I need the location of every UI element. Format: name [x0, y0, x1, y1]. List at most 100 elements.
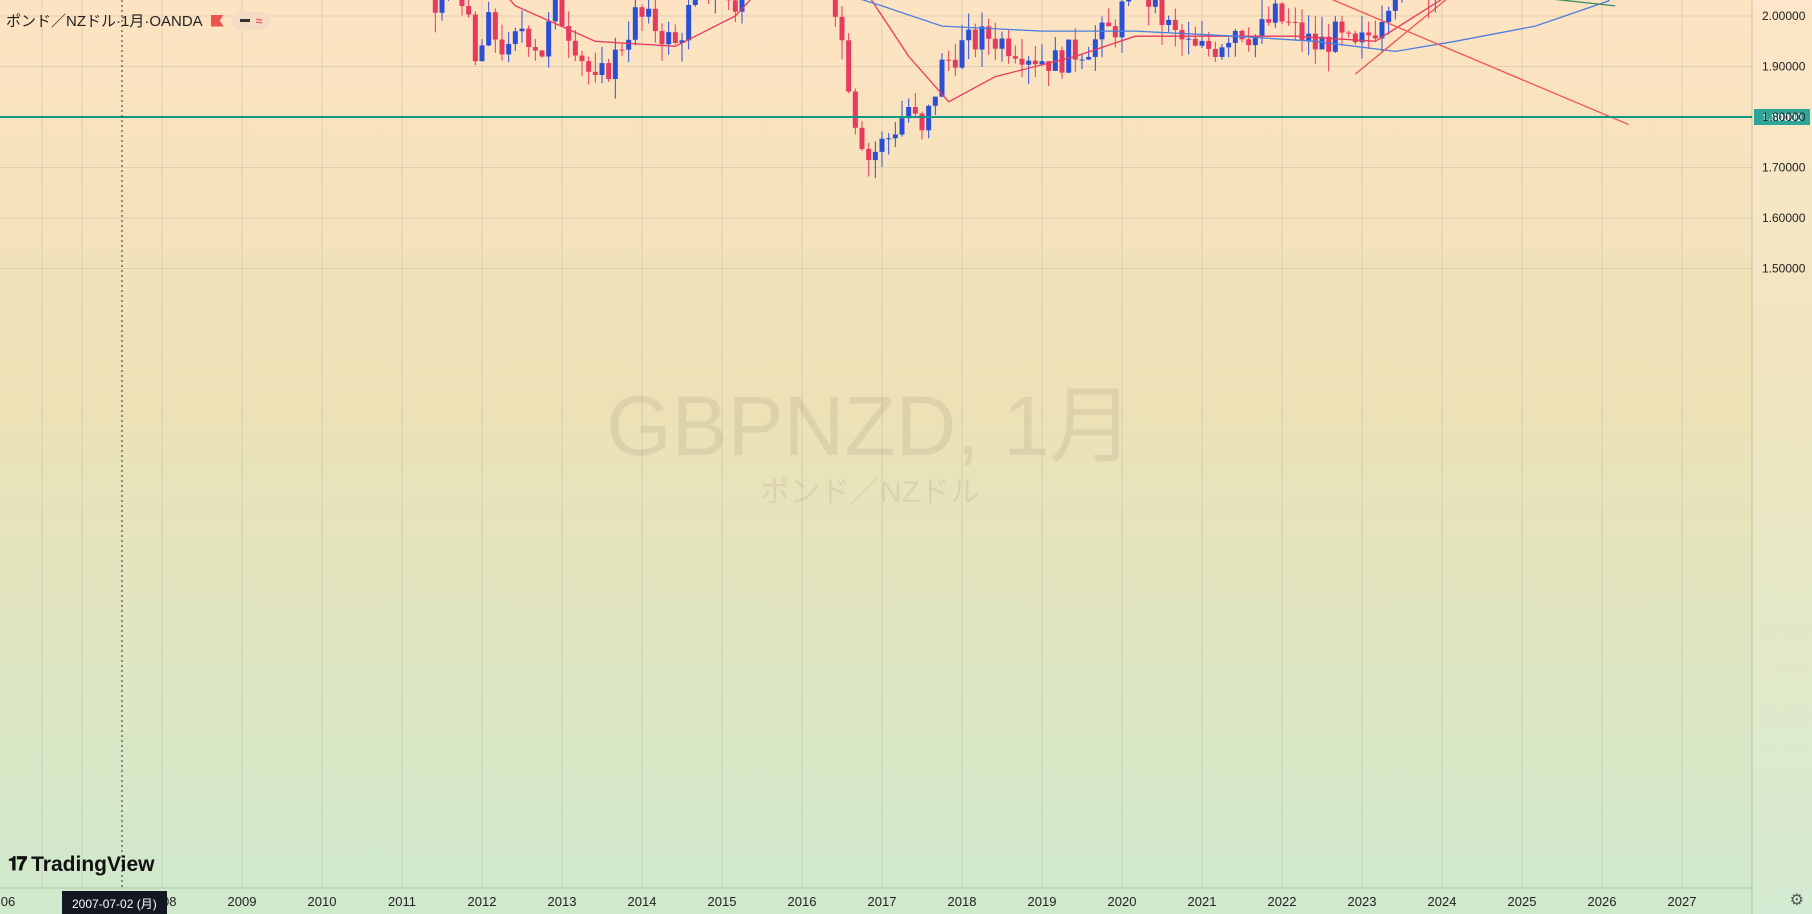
watermark-description: ポンド／NZドル — [760, 476, 980, 509]
candle-body — [486, 12, 492, 46]
candle-body — [526, 28, 532, 48]
candle-body — [432, 0, 438, 13]
x-tick-label: 2009 — [228, 894, 257, 909]
candle-body — [1086, 56, 1092, 60]
candle-body — [612, 49, 618, 80]
candle-body — [886, 138, 892, 140]
candle-body — [1366, 32, 1372, 36]
candle-body — [592, 71, 598, 75]
candle-body — [919, 113, 925, 131]
candle-body — [639, 7, 645, 17]
candle-body — [539, 50, 545, 57]
candle-body — [586, 61, 592, 72]
candle-body — [572, 40, 578, 56]
indicator-toggle[interactable]: ≈ — [231, 11, 271, 30]
candle-body — [739, 0, 745, 12]
x-tick-label: 2012 — [468, 894, 497, 909]
candle-body — [1272, 3, 1278, 23]
candle-body — [512, 31, 518, 45]
x-tick-label: 2020 — [1108, 894, 1137, 909]
x-tick-label: 2022 — [1268, 894, 1297, 909]
minus-icon — [239, 19, 250, 22]
candle-body — [1372, 35, 1378, 39]
y-tick-label: 1.50000 — [1762, 262, 1806, 276]
wave-icon: ≈ — [255, 13, 263, 28]
candle-body — [992, 38, 998, 49]
candle-body — [1119, 1, 1125, 38]
candle-body — [632, 7, 638, 40]
x-tick-label: 2026 — [1588, 894, 1617, 909]
candle-body — [939, 59, 945, 97]
candle-body — [1359, 32, 1365, 43]
candle-body — [1199, 40, 1205, 46]
candle-body — [439, 0, 445, 13]
candle-body — [999, 38, 1005, 49]
crosshair-date-label: 2007-07-02 (月) — [62, 891, 167, 914]
trendline-ascending — [1354, 0, 1447, 75]
candle-body — [666, 32, 672, 45]
candle-body — [466, 6, 472, 15]
candle-body — [1159, 0, 1165, 25]
settings-icon[interactable]: ⚙ — [1789, 892, 1804, 909]
candle-body — [972, 29, 978, 50]
candle-body — [1346, 32, 1352, 34]
x-tick-label: 2014 — [628, 894, 657, 909]
candle-body — [946, 59, 952, 61]
chart-legend: ポンド／NZドル·1月·OANDA ≈ — [6, 10, 271, 31]
x-tick-label: 2027 — [1668, 894, 1697, 909]
candle-body — [519, 28, 525, 32]
candle-body — [1319, 36, 1325, 50]
candle-body — [1046, 61, 1052, 71]
candle-body — [926, 105, 932, 131]
flag-icon[interactable] — [210, 14, 224, 27]
candle-body — [839, 16, 845, 41]
candle-body — [1386, 10, 1392, 23]
candle-body — [472, 14, 478, 62]
candle-body — [1006, 38, 1012, 57]
candle-body — [479, 45, 485, 62]
moving-average-long — [861, 0, 1611, 53]
candle-body — [852, 91, 858, 128]
candle-body — [872, 151, 878, 161]
candle-body — [652, 8, 658, 32]
candle-body — [552, 0, 558, 22]
candle-body — [1032, 60, 1038, 65]
candle-body — [626, 39, 632, 50]
candle-body — [1106, 22, 1112, 27]
candle-body — [1212, 48, 1218, 57]
candle-body — [1079, 59, 1085, 61]
y-tick-label: 1.90000 — [1762, 60, 1806, 74]
candle-body — [912, 107, 918, 114]
candle-body — [1092, 39, 1098, 57]
x-tick-label: 2011 — [388, 894, 416, 909]
candle-body — [966, 29, 972, 41]
candle-body — [1152, 0, 1158, 7]
price-label: 1.80000 — [1762, 112, 1802, 124]
candle-body — [606, 63, 612, 80]
candle-body — [879, 138, 885, 152]
y-tick-label: 1.70000 — [1762, 161, 1806, 175]
candle-body — [1219, 47, 1225, 57]
candle-body — [1246, 39, 1252, 46]
candle-body — [1186, 38, 1192, 40]
candle-body — [1066, 39, 1072, 73]
candle-body — [1286, 21, 1292, 23]
logo-text: TradingView — [31, 853, 155, 876]
candle-body — [1332, 21, 1338, 52]
candle-body — [1072, 39, 1078, 60]
candle-body — [1379, 22, 1385, 39]
logo-icon: 𝟏𝟕 — [8, 854, 27, 875]
candle-body — [952, 59, 958, 68]
x-tick-label: 2015 — [708, 894, 737, 909]
candle-body — [1026, 60, 1032, 65]
candle-body — [1279, 3, 1285, 22]
candle-body — [1226, 42, 1232, 48]
candle-body — [959, 40, 965, 68]
candle-body — [1012, 56, 1018, 59]
x-tick-label: 2010 — [308, 894, 337, 909]
x-tick-label: 2025 — [1508, 894, 1537, 909]
candle-body — [679, 40, 685, 43]
candle-body — [646, 8, 652, 17]
